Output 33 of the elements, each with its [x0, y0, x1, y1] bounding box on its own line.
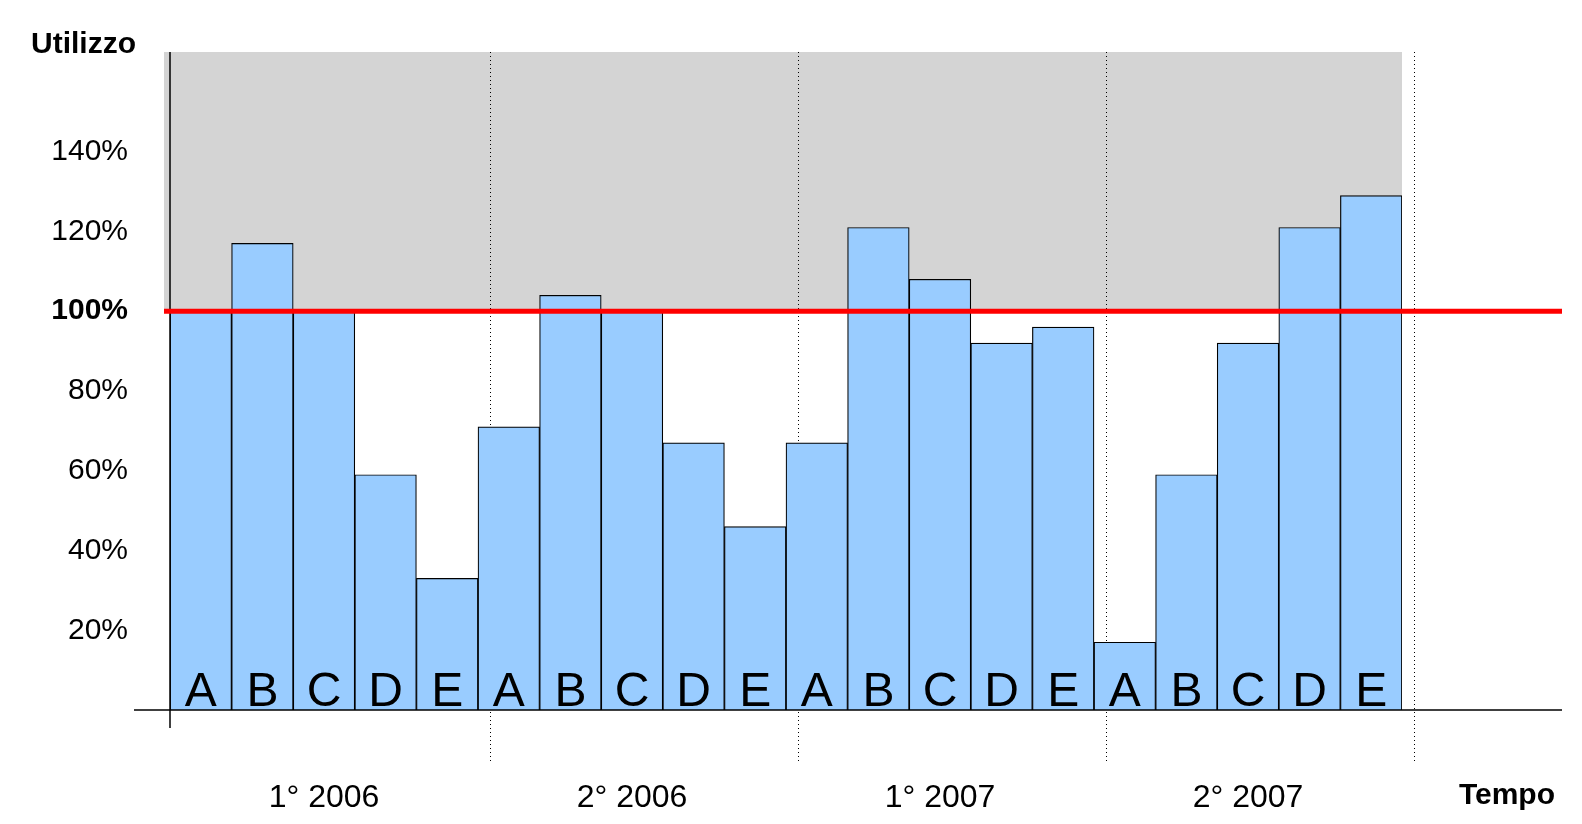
- y-tick-label: 120%: [51, 212, 128, 246]
- x-tick-label: C: [306, 663, 342, 716]
- x-tick-label: A: [184, 663, 217, 716]
- x-tick-label: D: [676, 663, 711, 716]
- x-tick-label: E: [1355, 663, 1388, 716]
- x-tick-label: A: [1108, 663, 1141, 716]
- y-tick-label: 80%: [67, 372, 128, 406]
- y-tick-label: 140%: [51, 132, 128, 166]
- x-tick-label: D: [1292, 663, 1327, 716]
- x-axis-title: Tempo: [1458, 777, 1555, 811]
- x-tick-label: B: [862, 663, 895, 716]
- x-tick-label: A: [800, 663, 833, 716]
- text: 2° 2007: [1192, 777, 1304, 814]
- x-tick-label: C: [614, 663, 650, 716]
- x-tick-label: B: [246, 663, 279, 716]
- x-tick-label: E: [1047, 663, 1080, 716]
- text: 1° 2007: [884, 777, 996, 814]
- x-tick-label: C: [1230, 663, 1266, 716]
- text: 1° 2006: [268, 777, 380, 814]
- x-tick-label: B: [554, 663, 587, 716]
- y-tick-label: 20%: [67, 611, 128, 645]
- x-tick-label: D: [368, 663, 403, 716]
- x-tick-label: C: [922, 663, 958, 716]
- x-tick-label: D: [984, 663, 1019, 716]
- x-tick-label: E: [739, 663, 772, 716]
- x-tick-label: B: [1170, 663, 1203, 716]
- y-tick-label: 60%: [67, 451, 128, 485]
- y-axis-title: Utilizzo: [31, 26, 136, 60]
- text: 2° 2006: [576, 777, 688, 814]
- y-tick-label: 100%: [51, 292, 128, 326]
- x-tick-label: A: [492, 663, 525, 716]
- x-tick-label: E: [431, 663, 464, 716]
- y-tick-label: 40%: [67, 531, 128, 565]
